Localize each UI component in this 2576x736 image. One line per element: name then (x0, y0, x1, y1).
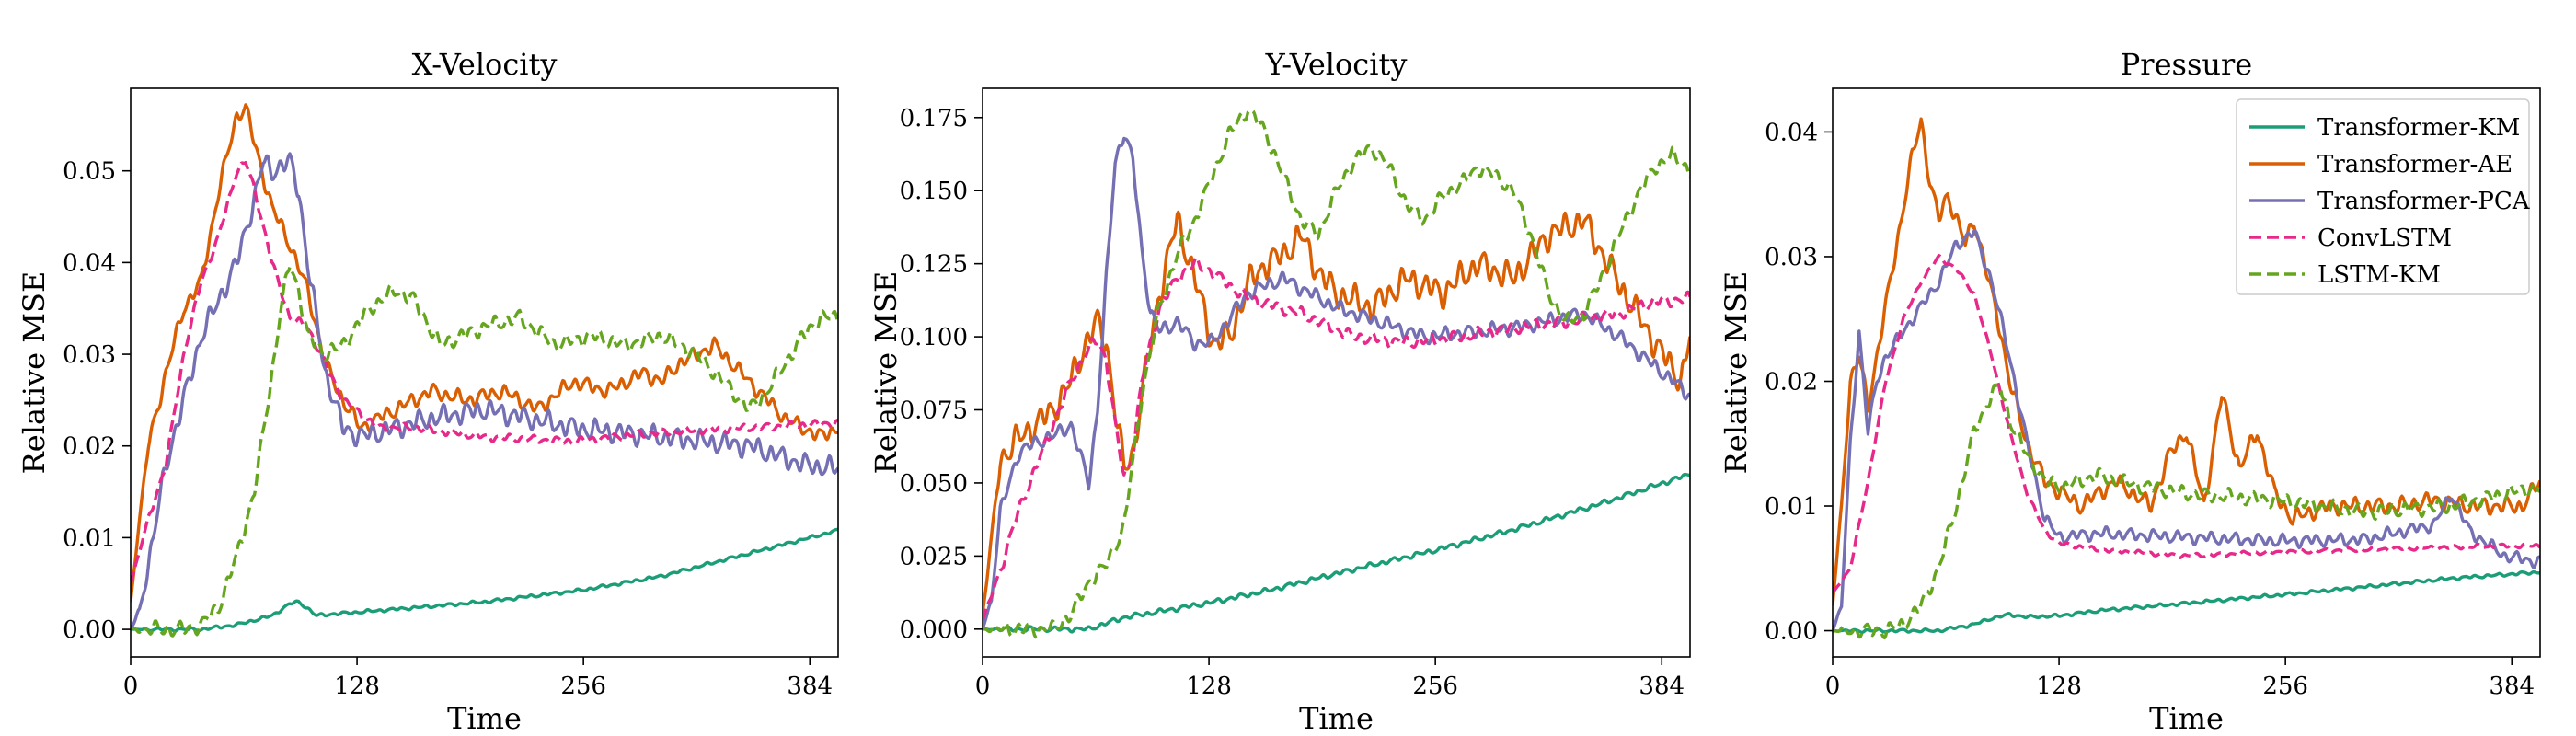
x-velocity-y-tick-label: 0.04 (63, 249, 116, 277)
pressure-y-axis-label: Relative MSE (1719, 271, 1754, 475)
legend: Transformer-KM Transformer-AE Transformer-… (2236, 98, 2531, 295)
legend-entry-transformer-ae: Transformer-AE (2317, 151, 2513, 178)
pressure-x-tick-label: 256 (2262, 673, 2308, 700)
x-velocity-y-tick-label: 0.01 (63, 524, 116, 552)
pressure-x-tick-label: 128 (2036, 673, 2082, 700)
pressure-y-tick-label: 0.01 (1765, 493, 1818, 521)
y-velocity-chart-title: Y-Velocity (1265, 47, 1408, 82)
y-velocity-x-tick-label: 128 (1186, 673, 1232, 700)
series-line-lstm-km (1833, 383, 2540, 640)
y-velocity-y-axis-label: Relative MSE (868, 271, 903, 475)
legend-entry-lstm-km: LSTM-KM (2317, 261, 2441, 289)
series-line-transformer-km (983, 472, 1690, 634)
series-line-convlstm (1833, 253, 2540, 594)
pressure-y-tick-label: 0.02 (1765, 368, 1818, 396)
legend-box (2236, 98, 2530, 295)
series-line-transformer-pca (1833, 229, 2540, 632)
x-velocity-chart-title: X-Velocity (412, 47, 558, 82)
legend-entry-transformer-km: Transformer-KM (2317, 114, 2520, 142)
legend-entry-transformer-pca: Transformer-PCA (2317, 188, 2531, 215)
y-velocity-x-tick-label: 384 (1639, 673, 1685, 700)
legend-entry-convlstm: ConvLSTM (2317, 224, 2452, 252)
x-velocity-series-group (131, 103, 838, 638)
pressure-y-tick-label: 0.03 (1765, 244, 1818, 271)
x-velocity-y-axis-label: Relative MSE (17, 271, 52, 475)
y-velocity-y-tick-label: 0.150 (900, 178, 968, 205)
series-line-lstm-km (131, 265, 838, 638)
x-velocity-plot-frame (130, 87, 839, 658)
x-velocity-x-axis-label: Time (447, 701, 522, 736)
series-line-transformer-pca (983, 136, 1690, 630)
pressure-x-axis-label: Time (2149, 701, 2224, 736)
pressure-x-tick-label: 0 (1825, 673, 1841, 700)
pressure-plot-frame (1832, 87, 2541, 658)
panel-pressure: 0 128 256 384 0.00 0.01 0.02 0.03 0.04 Pressure Ti… (1719, 47, 2541, 736)
pressure-y-tick-label: 0.04 (1765, 119, 1818, 146)
y-velocity-y-tick-label: 0.075 (900, 397, 968, 425)
series-line-transformer-ae (1833, 117, 2540, 606)
pressure-y-tick-label: 0.00 (1765, 618, 1818, 646)
y-velocity-y-tick-label: 0.025 (900, 543, 968, 570)
series-line-convlstm (131, 160, 838, 584)
x-velocity-y-tick-label: 0.00 (63, 616, 116, 644)
panel-y-velocity: 0 128 256 384 0.000 0.025 0.050 0.075 0.100 0.125… (868, 47, 1691, 736)
y-velocity-y-tick-label: 0.000 (900, 616, 968, 644)
series-line-transformer-ae (131, 103, 838, 603)
pressure-series-group (1833, 117, 2540, 640)
y-velocity-plot-frame (982, 87, 1691, 658)
x-velocity-x-tick-label: 384 (787, 673, 833, 700)
pressure-x-tick-label: 384 (2489, 673, 2535, 700)
series-line-transformer-km (131, 527, 838, 633)
y-velocity-x-axis-label: Time (1299, 701, 1374, 736)
x-velocity-y-tick-label: 0.05 (63, 158, 116, 186)
series-line-transformer-km (1833, 569, 2540, 635)
x-velocity-x-tick-label: 128 (334, 673, 380, 700)
panel-x-velocity: 0 128 256 384 0.00 0.01 0.02 0.03 0.04 0.05 X-Velo… (17, 47, 839, 736)
y-velocity-y-tick-label: 0.050 (900, 470, 968, 498)
y-velocity-x-tick-label: 0 (975, 673, 991, 700)
y-velocity-y-tick-label: 0.125 (900, 251, 968, 279)
series-line-lstm-km (983, 109, 1690, 639)
x-velocity-y-tick-label: 0.02 (63, 433, 116, 461)
x-velocity-y-tick-label: 0.03 (63, 341, 116, 369)
pressure-chart-title: Pressure (2121, 47, 2252, 82)
series-line-transformer-ae (983, 210, 1690, 615)
series-line-convlstm (983, 256, 1690, 621)
series-line-transformer-pca (131, 152, 838, 630)
y-velocity-y-tick-label: 0.175 (900, 105, 968, 132)
y-velocity-series-group (983, 109, 1690, 639)
x-velocity-x-tick-label: 256 (560, 673, 606, 700)
y-velocity-x-tick-label: 256 (1412, 673, 1458, 700)
y-velocity-y-tick-label: 0.100 (900, 324, 968, 351)
x-velocity-x-tick-label: 0 (123, 673, 139, 700)
